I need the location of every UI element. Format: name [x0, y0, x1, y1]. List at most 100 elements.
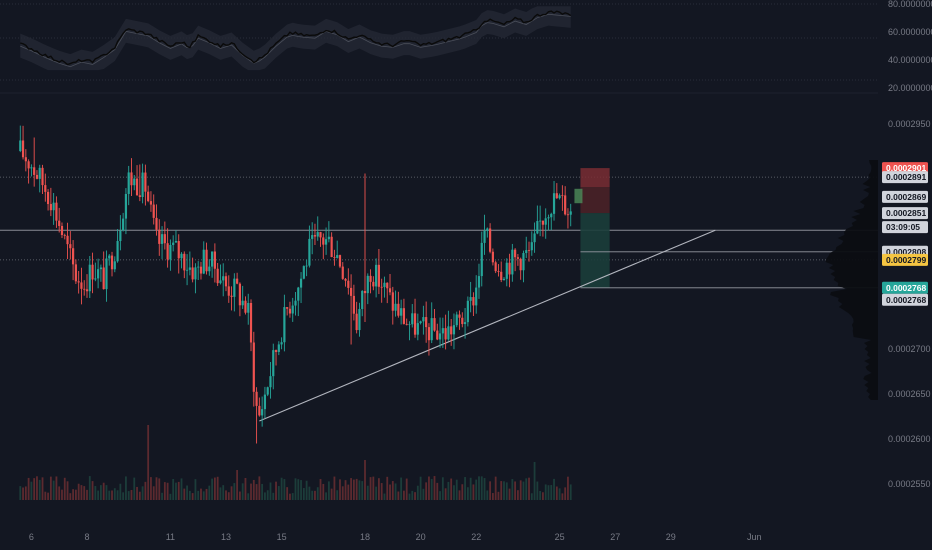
candle[interactable]: [438, 317, 442, 348]
price-badge-level[interactable]: 0.0002891: [882, 171, 928, 184]
candle[interactable]: [46, 189, 50, 211]
price-badge-prev_close[interactable]: 0.0002799: [882, 253, 928, 266]
candle[interactable]: [227, 275, 230, 303]
candle[interactable]: [544, 208, 547, 239]
candle[interactable]: [430, 302, 433, 344]
candle[interactable]: [69, 231, 72, 260]
candle[interactable]: [144, 164, 147, 206]
candle[interactable]: [202, 241, 205, 275]
candle[interactable]: [336, 240, 339, 259]
position-profit-zone[interactable]: [580, 213, 610, 288]
candle[interactable]: [491, 248, 494, 266]
candle[interactable]: [266, 386, 269, 397]
candle[interactable]: [355, 301, 358, 334]
price-badge-target[interactable]: 0.0002768: [882, 281, 928, 294]
candle[interactable]: [166, 228, 169, 268]
candle[interactable]: [483, 214, 486, 255]
candle[interactable]: [38, 164, 41, 193]
candle[interactable]: [455, 311, 458, 328]
candle[interactable]: [416, 313, 419, 341]
candle[interactable]: [113, 256, 116, 273]
candle[interactable]: [408, 321, 411, 341]
candle[interactable]: [352, 284, 355, 321]
candle[interactable]: [569, 203, 572, 227]
candle[interactable]: [35, 170, 39, 180]
candle[interactable]: [480, 231, 483, 287]
candle[interactable]: [330, 232, 333, 258]
candle[interactable]: [402, 298, 406, 325]
candle[interactable]: [550, 212, 553, 231]
candle[interactable]: [561, 185, 564, 211]
position-stop-zone[interactable]: [580, 168, 610, 187]
candle[interactable]: [44, 173, 47, 202]
candle[interactable]: [338, 254, 342, 269]
candle[interactable]: [369, 269, 372, 294]
candle[interactable]: [66, 222, 69, 260]
candle[interactable]: [383, 276, 386, 298]
candle[interactable]: [302, 265, 305, 280]
candle[interactable]: [108, 254, 111, 266]
candle[interactable]: [177, 234, 180, 274]
candle[interactable]: [211, 251, 214, 278]
price-badge-last[interactable]: 0.0002851: [882, 207, 928, 220]
candle[interactable]: [230, 286, 233, 311]
candle[interactable]: [219, 264, 222, 285]
candle[interactable]: [405, 318, 408, 326]
candle[interactable]: [539, 205, 542, 237]
candle[interactable]: [525, 236, 528, 258]
candle[interactable]: [85, 274, 89, 298]
candle[interactable]: [394, 290, 397, 317]
candle[interactable]: [447, 310, 450, 341]
candle[interactable]: [363, 173, 367, 323]
candle[interactable]: [372, 276, 375, 291]
candle[interactable]: [527, 241, 531, 262]
candle[interactable]: [377, 248, 380, 295]
position-handle[interactable]: [574, 188, 583, 204]
candle[interactable]: [469, 281, 472, 313]
candle[interactable]: [30, 164, 33, 177]
candle[interactable]: [88, 255, 91, 299]
candle[interactable]: [94, 262, 97, 282]
candle[interactable]: [286, 307, 289, 316]
candle[interactable]: [516, 254, 519, 266]
candle[interactable]: [502, 277, 506, 281]
candle[interactable]: [236, 272, 239, 285]
candle[interactable]: [205, 242, 208, 275]
candle[interactable]: [508, 253, 511, 288]
candle[interactable]: [486, 227, 489, 238]
candle[interactable]: [122, 212, 125, 232]
candle[interactable]: [511, 243, 514, 282]
candle[interactable]: [41, 164, 44, 195]
candle[interactable]: [269, 362, 272, 399]
candle[interactable]: [500, 261, 503, 283]
candle[interactable]: [472, 292, 475, 317]
candle[interactable]: [489, 223, 492, 254]
candle[interactable]: [530, 231, 533, 256]
candle[interactable]: [208, 259, 211, 276]
candle[interactable]: [149, 191, 153, 212]
candle[interactable]: [97, 258, 100, 289]
candle[interactable]: [322, 233, 325, 260]
candle[interactable]: [477, 263, 481, 299]
candle[interactable]: [308, 225, 311, 268]
candle[interactable]: [277, 341, 280, 356]
candle[interactable]: [514, 248, 517, 272]
candle[interactable]: [169, 239, 172, 271]
candle[interactable]: [333, 249, 336, 266]
candle[interactable]: [386, 282, 389, 304]
candle[interactable]: [444, 314, 447, 350]
candle[interactable]: [350, 274, 353, 345]
candle[interactable]: [419, 320, 422, 325]
candle[interactable]: [366, 273, 369, 305]
candle[interactable]: [102, 251, 105, 290]
candle[interactable]: [52, 192, 55, 225]
candle[interactable]: [119, 215, 122, 251]
candle[interactable]: [291, 297, 294, 322]
candle[interactable]: [341, 262, 344, 280]
candle[interactable]: [497, 264, 500, 277]
candle[interactable]: [199, 261, 203, 280]
candle[interactable]: [238, 282, 241, 317]
candle[interactable]: [441, 317, 444, 348]
candle[interactable]: [244, 296, 247, 315]
